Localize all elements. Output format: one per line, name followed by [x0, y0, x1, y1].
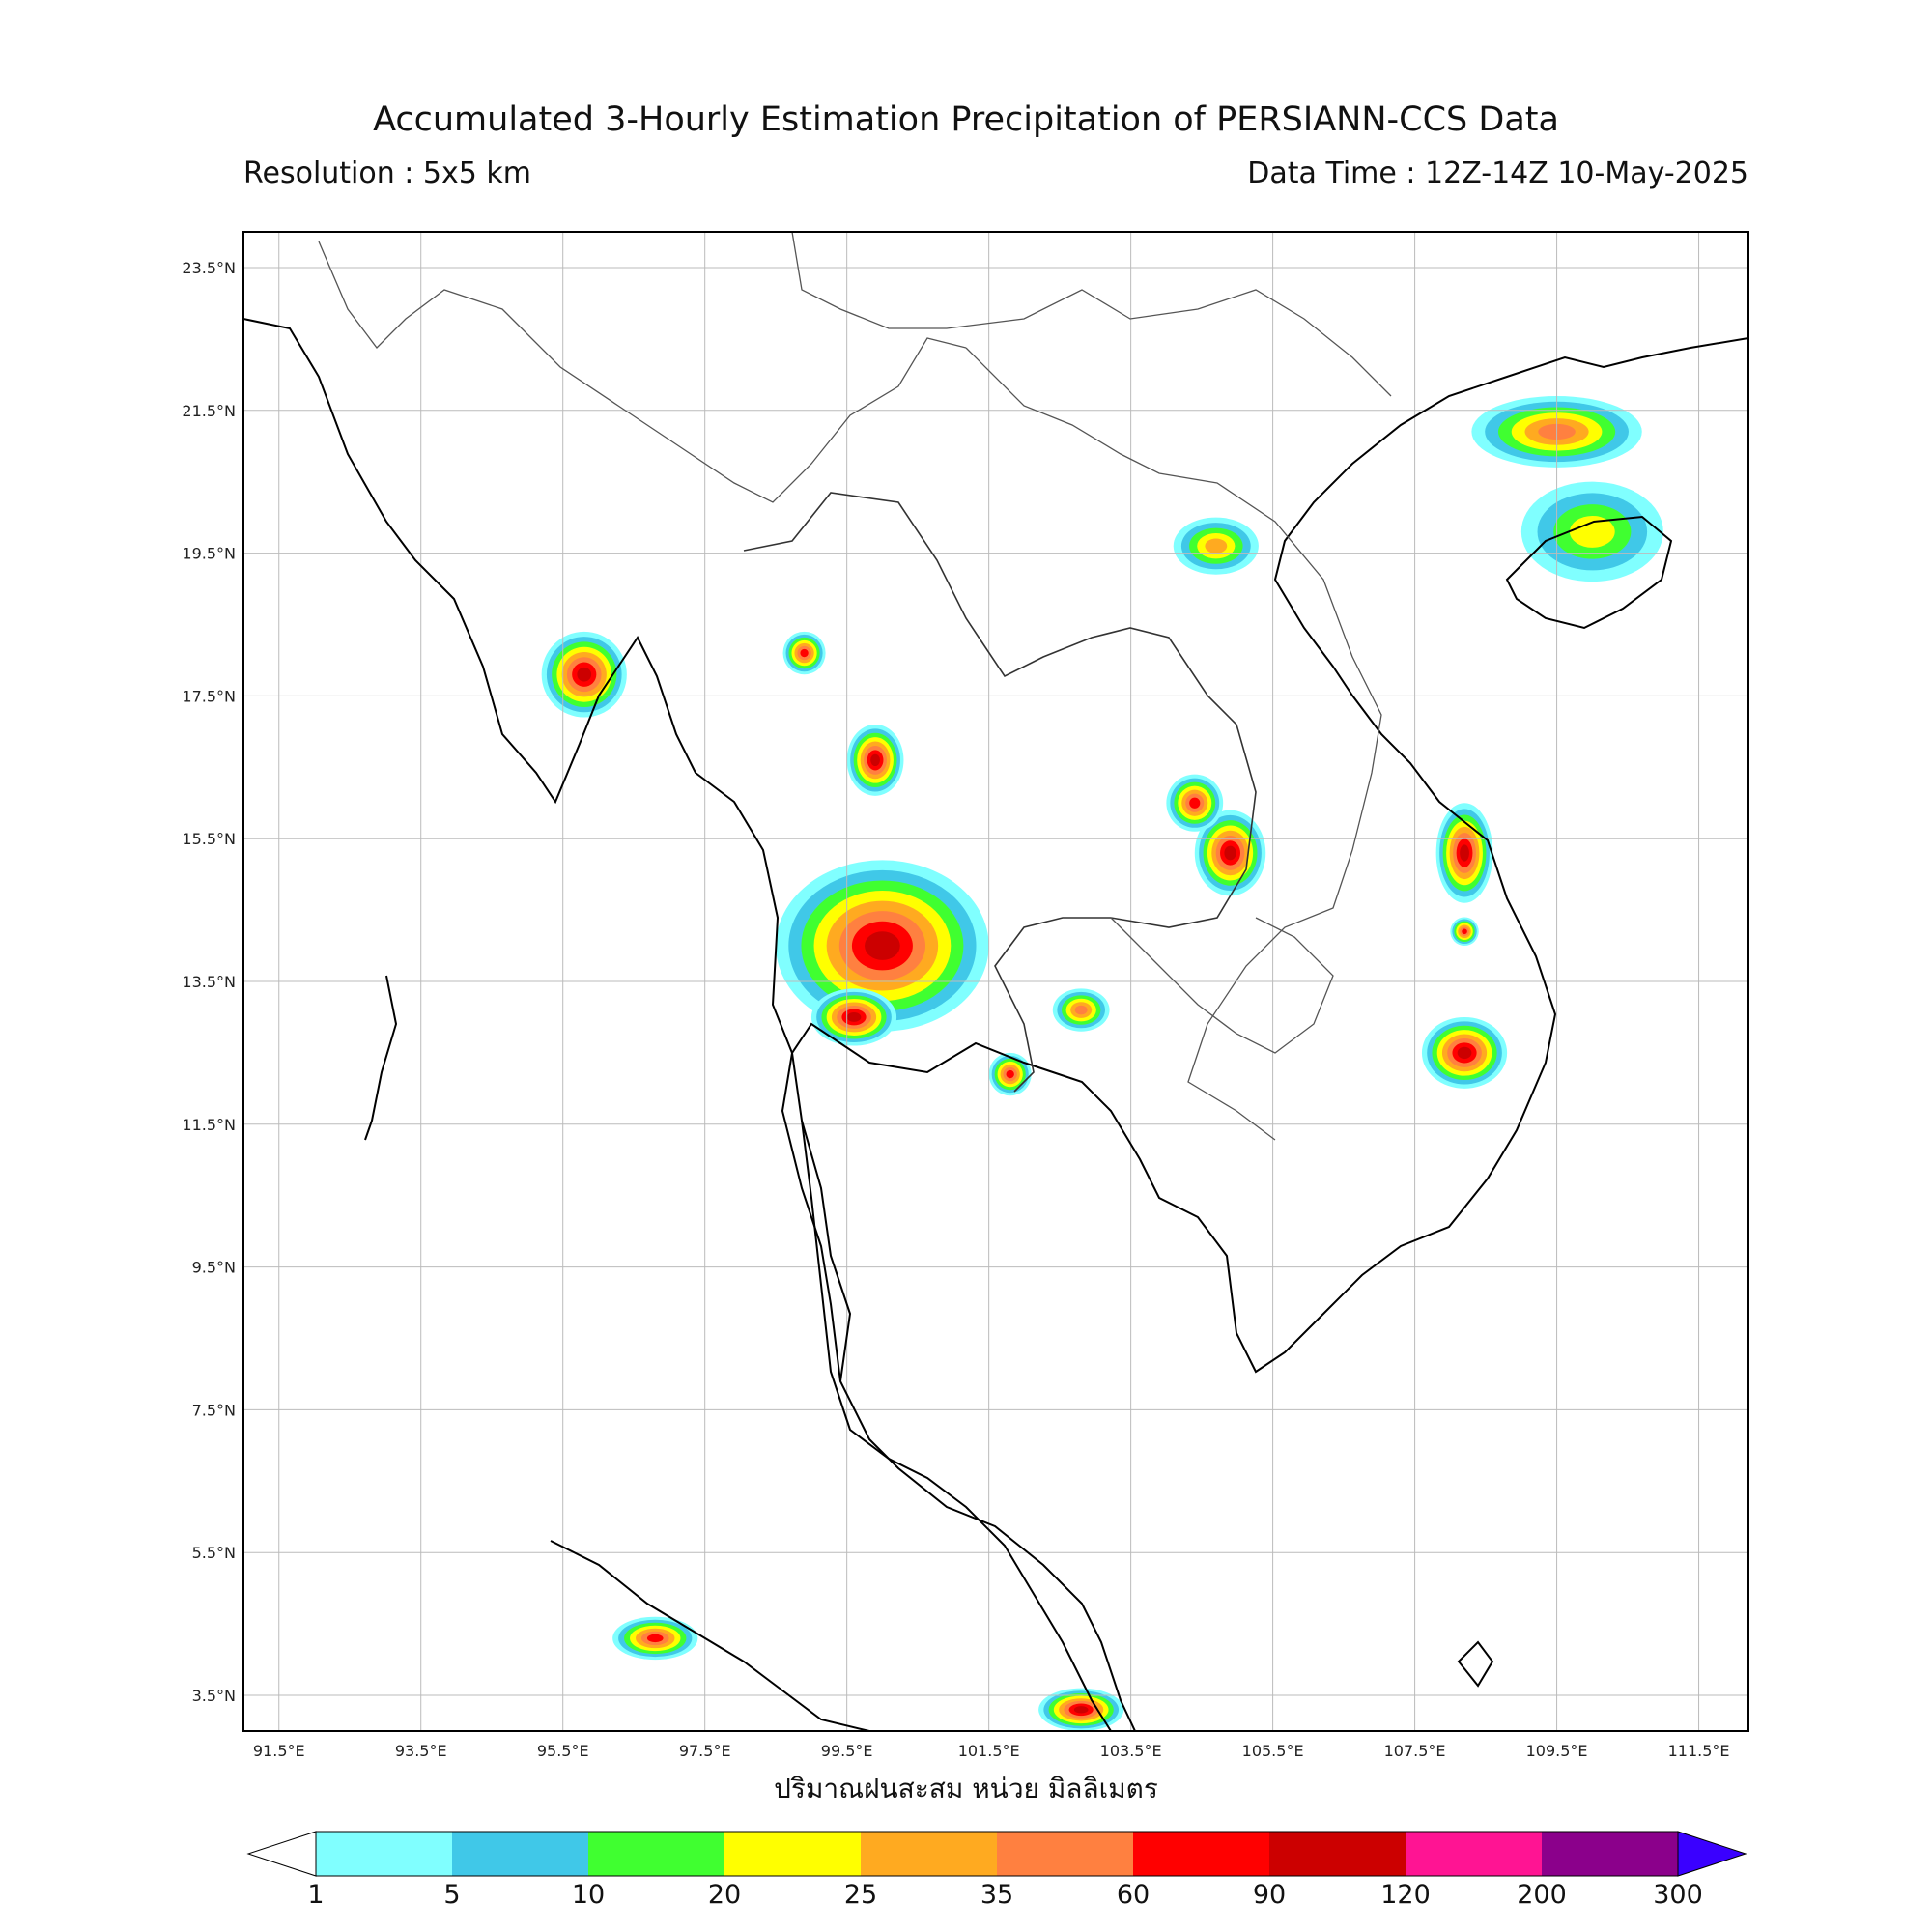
lat-tick-label: 7.5°N — [192, 1401, 236, 1419]
rain-contour — [870, 753, 880, 767]
lon-tick-label: 103.5°E — [1100, 1742, 1162, 1760]
lat-tick-label: 19.5°N — [182, 545, 236, 563]
border-myanmar — [318, 241, 967, 503]
colorbar-level-label: 5 — [443, 1880, 461, 1910]
colorbar-swatch — [1269, 1832, 1406, 1876]
colorbar-swatch — [1406, 1832, 1542, 1876]
lat-tick-label: 15.5°N — [182, 830, 236, 848]
coastlines — [243, 318, 1748, 1731]
rain-contour — [1462, 928, 1467, 935]
rain-contour — [1457, 1046, 1472, 1060]
country-borders — [318, 232, 1392, 1141]
rain-contour — [1205, 538, 1228, 554]
rain-contour — [1074, 1005, 1088, 1015]
colorbar-swatch — [1133, 1832, 1269, 1876]
lon-tick-label: 105.5°E — [1242, 1742, 1304, 1760]
lon-tick-label: 91.5°E — [253, 1742, 305, 1760]
rain-contour — [1224, 845, 1236, 861]
coastline-sumatra — [550, 1540, 870, 1731]
lat-tick-label: 5.5°N — [192, 1544, 236, 1562]
coastline-gulf-thailand — [790, 337, 1748, 1382]
rain-contour — [1569, 515, 1615, 548]
colorbar-level-label: 10 — [571, 1880, 606, 1910]
colorbar-units-label: ปริมาณฝนสะสม หน่วย มิลลิเมตร — [774, 1773, 1158, 1804]
coastline-malay-peninsula — [801, 1120, 1112, 1731]
colorbar-swatch — [724, 1832, 861, 1876]
resolution-label: Resolution : 5x5 km — [243, 156, 531, 190]
border-cambodia — [1110, 917, 1334, 1054]
rain-contour — [1073, 1706, 1089, 1714]
rain-contour — [865, 931, 900, 960]
rain-contour — [1006, 1069, 1014, 1079]
lon-tick-label: 95.5°E — [537, 1742, 589, 1760]
map-frame — [242, 231, 1749, 1732]
colorbar-swatch — [861, 1832, 997, 1876]
colorbar-level-label: 120 — [1380, 1880, 1431, 1910]
latitude-labels: 23.5°N 21.5°N 19.5°N 17.5°N 15.5°N 13.5°N 11.5… — [182, 259, 236, 1705]
lat-tick-label: 3.5°N — [192, 1687, 236, 1705]
colorbar-level-label: 300 — [1653, 1880, 1703, 1910]
lon-tick-label: 97.5°E — [679, 1742, 731, 1760]
border-china — [791, 232, 1392, 397]
colorbar-swatch — [452, 1832, 588, 1876]
lat-tick-label: 23.5°N — [182, 259, 236, 277]
lat-tick-label: 17.5°N — [182, 687, 236, 705]
rain-contour — [577, 667, 592, 682]
colorbar-swatch — [997, 1832, 1133, 1876]
colorbar-swatch — [588, 1832, 724, 1876]
colorbar-level-label: 25 — [843, 1880, 878, 1910]
coastline-andaman-islands — [364, 975, 398, 1141]
rain-contour — [1189, 797, 1201, 809]
rain-contour — [800, 648, 809, 658]
lon-tick-label: 111.5°E — [1668, 1742, 1730, 1760]
colorbar-swatch — [316, 1832, 452, 1876]
lon-tick-label: 101.5°E — [958, 1742, 1020, 1760]
border-laos-vietnam — [965, 347, 1382, 1141]
colorbar-level-label: 20 — [707, 1880, 742, 1910]
lon-tick-label: 93.5°E — [395, 1742, 447, 1760]
lon-tick-label: 109.5°E — [1526, 1742, 1588, 1760]
colorbar-under-arrow — [246, 1831, 317, 1877]
colorbar-level-label: 200 — [1517, 1880, 1567, 1910]
lon-tick-label: 99.5°E — [821, 1742, 873, 1760]
colorbar-level-label: 1 — [307, 1880, 325, 1910]
lat-tick-label: 11.5°N — [182, 1116, 236, 1134]
colorbar — [246, 1831, 1747, 1877]
colorbar-level-label: 35 — [980, 1880, 1014, 1910]
lon-tick-label: 107.5°E — [1384, 1742, 1446, 1760]
coastline-mainland — [243, 318, 1136, 1731]
rain-contour — [1460, 844, 1469, 862]
colorbar-over-arrow — [1677, 1831, 1747, 1877]
map-title: Accumulated 3-Hourly Estimation Precipit… — [373, 100, 1559, 139]
rain-contour — [846, 1012, 862, 1022]
graticule — [243, 232, 1748, 1731]
colorbar-level-label: 60 — [1116, 1880, 1151, 1910]
lat-tick-label: 13.5°N — [182, 973, 236, 991]
lat-tick-label: 21.5°N — [182, 402, 236, 420]
data-time-label: Data Time : 12Z-14Z 10-May-2025 — [1247, 156, 1748, 190]
border-thailand — [743, 492, 1257, 1093]
colorbar-swatch — [1542, 1832, 1678, 1876]
coastline-hainan — [1505, 515, 1673, 630]
colorbar-level-label: 90 — [1252, 1880, 1287, 1910]
rain-contour — [646, 1634, 664, 1643]
coastline-natuna — [1457, 1640, 1494, 1688]
lat-tick-label: 9.5°N — [192, 1259, 236, 1277]
longitude-labels: 91.5°E 93.5°E 95.5°E 97.5°E 99.5°E 101.5°E 103… — [253, 1742, 1730, 1760]
